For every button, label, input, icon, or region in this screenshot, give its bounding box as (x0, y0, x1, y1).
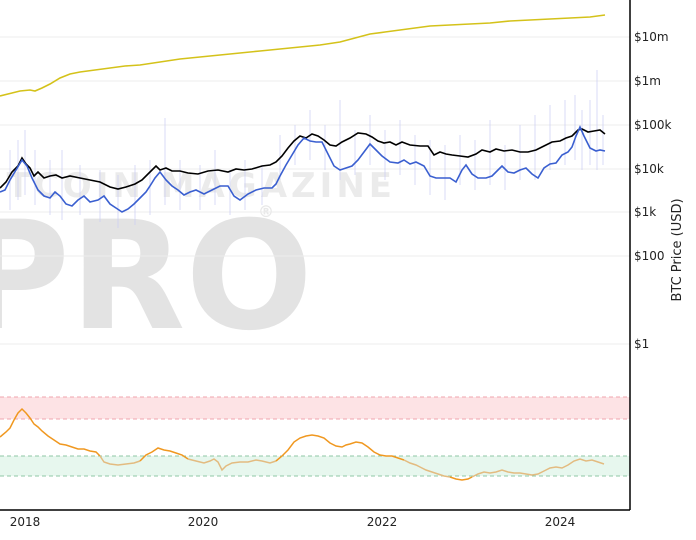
overvalued-band (0, 397, 630, 419)
svg-text:$1k: $1k (634, 205, 656, 219)
svg-text:$1m: $1m (634, 74, 661, 88)
svg-text:2020: 2020 (188, 515, 219, 529)
svg-text:2018: 2018 (10, 515, 41, 529)
svg-text:$100k: $100k (634, 118, 672, 132)
svg-text:$10m: $10m (634, 30, 669, 44)
series-blue-line (0, 125, 606, 213)
svg-text:$1: $1 (634, 337, 649, 351)
svg-text:$10k: $10k (634, 162, 664, 176)
svg-text:PRO: PRO (0, 190, 313, 364)
svg-text:ITCOIN MAGAZINE: ITCOIN MAGAZINE (0, 166, 396, 206)
x-axis-ticks: 2018 2020 2022 2024 (10, 515, 576, 529)
y-axis-ticks: $10m $1m $100k $10k $1k $100 $1 (634, 30, 672, 351)
series-oscillator-line-undervalued-2 (187, 458, 277, 472)
svg-text:2022: 2022 (367, 515, 398, 529)
series-oscillator-line-mid (139, 447, 189, 462)
series-oscillator-line-undervalued-3 (403, 459, 451, 478)
svg-text:2024: 2024 (545, 515, 576, 529)
series-oscillator-line-undervalued-4 (471, 458, 605, 478)
undervalued-band (0, 456, 630, 476)
y-axis-label: BTC Price (USD) (670, 198, 685, 301)
series-oscillator-line-undervalued (99, 455, 141, 466)
series-yellow-line (0, 14, 606, 97)
series-oscillator-line-low (449, 476, 473, 481)
watermark: ITCOIN MAGAZINE PRO ® (0, 166, 396, 364)
svg-text:$100: $100 (634, 249, 665, 263)
series-oscillator-line-mid-2 (275, 434, 405, 462)
series-oscillator-line (0, 407, 101, 457)
oscillator-bands (0, 396, 630, 477)
gridlines (0, 36, 630, 345)
series-black-line (0, 128, 606, 190)
